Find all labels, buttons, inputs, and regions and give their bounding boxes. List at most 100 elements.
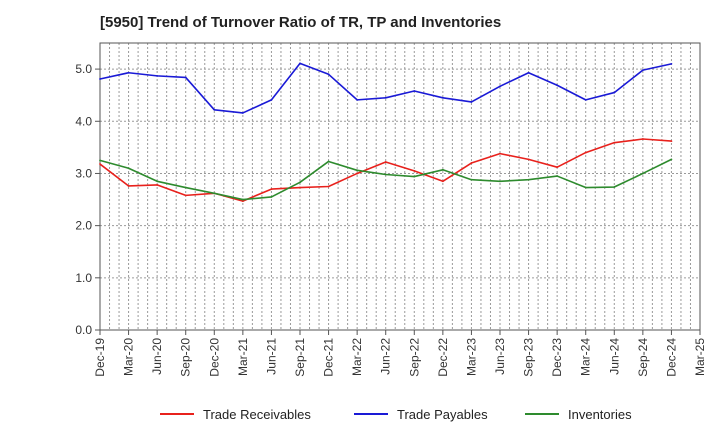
x-tick-label: Mar-25 bbox=[693, 338, 707, 376]
data-point-trade-receivables bbox=[270, 188, 273, 191]
legend-label-inventories: Inventories bbox=[568, 407, 632, 422]
data-point-inventories bbox=[413, 175, 416, 178]
data-point-inventories bbox=[184, 186, 187, 189]
data-point-trade-receivables bbox=[499, 152, 501, 155]
data-point-trade-payables bbox=[584, 98, 587, 101]
data-point-trade-payables bbox=[156, 74, 159, 77]
x-tick-label: Mar-21 bbox=[236, 338, 250, 376]
data-point-trade-payables bbox=[441, 96, 444, 99]
axis-layer: 0.0 1.0 2.0 3.0 4.0 5.0 Dec-19 Mar-20 Jun-20 Sep-… bbox=[75, 42, 707, 377]
x-tick-label: Mar-24 bbox=[579, 338, 593, 376]
data-point-trade-receivables bbox=[299, 186, 301, 189]
x-tick-label: Mar-23 bbox=[464, 338, 478, 376]
data-point-trade-payables bbox=[270, 98, 273, 101]
data-point-trade-receivables bbox=[184, 194, 187, 197]
data-point-trade-receivables bbox=[356, 172, 359, 175]
y-tick-label: 0.0 bbox=[75, 323, 92, 337]
data-point-trade-receivables bbox=[441, 180, 444, 183]
y-tick-label: 2.0 bbox=[75, 219, 92, 233]
legend: Trade Receivables Trade Payables Inventori… bbox=[160, 407, 632, 422]
legend-label-trade-payables: Trade Payables bbox=[397, 407, 488, 422]
y-tick-label: 5.0 bbox=[75, 62, 92, 76]
data-point-inventories bbox=[356, 169, 359, 172]
x-tick-label: Jun-21 bbox=[264, 338, 278, 375]
data-point-trade-payables bbox=[99, 78, 101, 80]
data-point-trade-payables bbox=[213, 108, 216, 111]
data-point-inventories bbox=[213, 192, 216, 195]
x-tick-label: Sep-22 bbox=[407, 338, 421, 377]
x-tick-label: Dec-23 bbox=[550, 338, 564, 377]
x-tick-label: Jun-23 bbox=[493, 338, 507, 375]
x-tick-label: Sep-21 bbox=[293, 338, 307, 377]
data-point-trade-receivables bbox=[99, 163, 101, 165]
data-point-inventories bbox=[156, 180, 159, 183]
legend-label-trade-receivables: Trade Receivables bbox=[203, 407, 311, 422]
data-point-trade-payables bbox=[327, 73, 330, 76]
data-point-inventories bbox=[527, 178, 530, 181]
x-tick-label: Sep-24 bbox=[636, 338, 650, 377]
x-tick-label: Mar-20 bbox=[122, 338, 136, 376]
data-point-trade-receivables bbox=[241, 200, 244, 203]
data-point-inventories bbox=[613, 186, 616, 188]
data-point-trade-receivables bbox=[470, 162, 473, 164]
data-point-trade-receivables bbox=[527, 158, 530, 161]
data-point-inventories bbox=[299, 181, 301, 184]
x-tick-label: Sep-23 bbox=[522, 338, 536, 377]
data-point-trade-payables bbox=[127, 71, 130, 74]
data-point-inventories bbox=[641, 172, 644, 175]
x-tick-label: Dec-24 bbox=[664, 338, 678, 377]
data-point-inventories bbox=[384, 173, 387, 176]
data-point-trade-payables bbox=[641, 69, 644, 72]
data-point-trade-receivables bbox=[384, 161, 387, 163]
data-point-trade-payables bbox=[384, 96, 387, 99]
x-tick-label: Sep-20 bbox=[179, 338, 193, 377]
data-point-inventories bbox=[470, 178, 473, 181]
y-tick-label: 3.0 bbox=[75, 166, 92, 180]
data-point-trade-payables bbox=[470, 101, 473, 103]
data-point-trade-payables bbox=[299, 62, 301, 65]
data-point-trade-receivables bbox=[156, 184, 159, 186]
data-point-trade-receivables bbox=[584, 151, 587, 154]
data-point-trade-receivables bbox=[127, 185, 130, 187]
plot-frame bbox=[99, 42, 701, 331]
grid-layer bbox=[100, 43, 700, 330]
x-tick-label: Mar-22 bbox=[350, 338, 364, 376]
data-point-trade-payables bbox=[556, 84, 559, 87]
x-tick-label: Jun-22 bbox=[379, 338, 393, 375]
data-point-trade-receivables bbox=[327, 185, 330, 188]
x-tick-label: Dec-21 bbox=[322, 338, 336, 377]
data-point-trade-payables bbox=[499, 85, 501, 88]
data-point-inventories bbox=[270, 196, 273, 198]
x-tick-label: Dec-22 bbox=[436, 338, 450, 377]
y-tick-label: 1.0 bbox=[75, 271, 92, 285]
data-point-inventories bbox=[99, 159, 101, 162]
chart-title: [5950] Trend of Turnover Ratio of TR, TP… bbox=[100, 14, 502, 31]
data-point-trade-receivables bbox=[670, 140, 673, 143]
data-point-trade-receivables bbox=[641, 138, 644, 140]
data-point-inventories bbox=[556, 175, 559, 177]
data-point-trade-payables bbox=[527, 71, 530, 74]
data-point-trade-payables bbox=[184, 76, 187, 79]
data-point-trade-payables bbox=[356, 98, 359, 101]
data-point-inventories bbox=[670, 158, 673, 161]
data-point-trade-payables bbox=[670, 62, 673, 65]
x-tick-label: Jun-20 bbox=[150, 338, 164, 375]
data-point-inventories bbox=[441, 168, 444, 171]
data-point-inventories bbox=[499, 180, 501, 183]
x-tick-label: Dec-20 bbox=[207, 338, 221, 377]
series-layer bbox=[99, 62, 673, 203]
data-point-inventories bbox=[584, 186, 587, 189]
data-point-inventories bbox=[127, 167, 130, 170]
data-point-trade-payables bbox=[613, 91, 616, 94]
data-point-inventories bbox=[241, 198, 244, 201]
x-tick-label: Dec-19 bbox=[93, 338, 107, 377]
y-tick-label: 4.0 bbox=[75, 114, 92, 128]
data-point-inventories bbox=[327, 160, 330, 163]
data-point-trade-receivables bbox=[556, 166, 559, 169]
data-point-trade-payables bbox=[241, 112, 244, 114]
x-tick-label: Jun-24 bbox=[607, 338, 621, 375]
data-point-trade-payables bbox=[413, 90, 416, 92]
data-point-trade-receivables bbox=[613, 141, 616, 144]
data-point-trade-receivables bbox=[413, 169, 416, 172]
